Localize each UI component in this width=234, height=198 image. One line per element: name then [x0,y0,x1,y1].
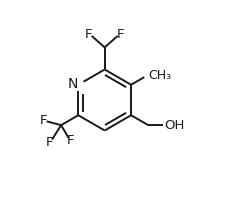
Text: OH: OH [164,119,185,132]
Text: F: F [85,28,93,41]
Text: F: F [67,134,74,147]
Text: F: F [45,136,53,149]
Text: N: N [68,77,78,91]
Text: F: F [117,28,124,41]
Text: F: F [40,114,47,127]
Text: CH₃: CH₃ [149,69,172,82]
